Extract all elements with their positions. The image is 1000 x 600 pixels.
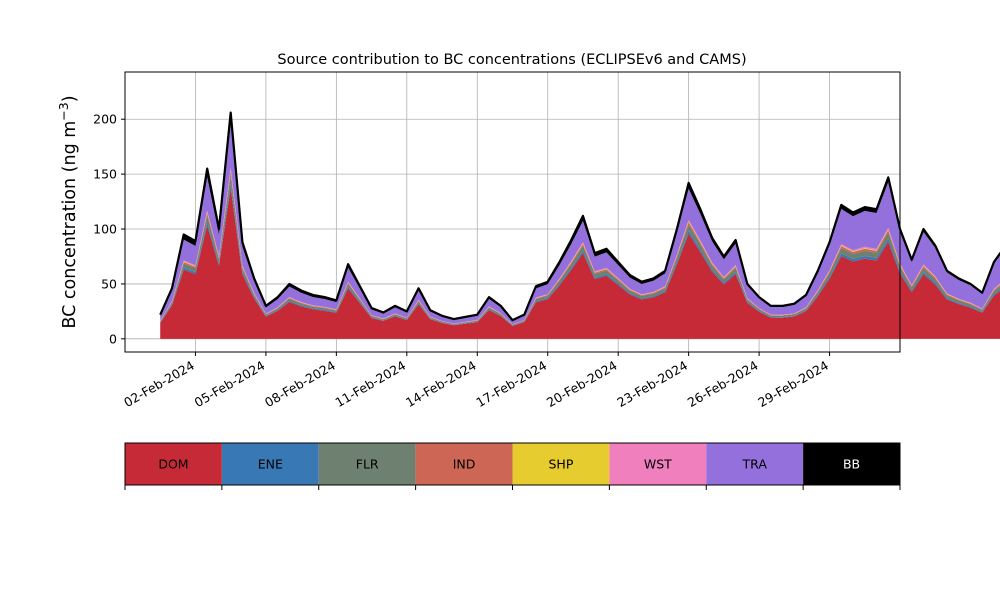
series-area-dom [160, 188, 1000, 339]
y-tick-label-2: 100 [93, 222, 117, 237]
y-tick-label-4: 200 [93, 112, 117, 127]
y-axis-label-close: ) [60, 95, 80, 102]
legend-swatch-dom [125, 443, 222, 485]
y-axis-label-main: BC concentration (ng m [60, 121, 80, 329]
plot-area: 0 50 100 150 200 02-Feb-202405-Feb-202408-Feb… [93, 71, 1000, 410]
x-tick-label-1: 05-Feb-2024 [192, 358, 268, 410]
legend-label-flr: FLR [356, 457, 379, 472]
x-tick-label-8: 26-Feb-2024 [685, 358, 761, 410]
legend-swatch-bb [803, 443, 900, 485]
x-tick-label-3: 11-Feb-2024 [333, 358, 409, 410]
legend-colorbar: DOM ENE FLR IND SHP WST TRA BB [124, 442, 901, 490]
total-line [159, 111, 1000, 322]
legend-label-ind: IND [453, 457, 476, 472]
y-tick-label-3: 150 [93, 167, 117, 182]
legend-label-bb: BB [843, 457, 860, 472]
legend-label-shp: SHP [549, 457, 574, 472]
x-tick-label-9: 29-Feb-2024 [755, 358, 831, 410]
legend-swatch-shp [512, 443, 610, 485]
axes-frame [124, 71, 901, 353]
legend-label-dom: DOM [158, 457, 188, 472]
y-axis-label: BC concentration (ng m−3) [56, 95, 80, 328]
legend-swatch-flr [318, 443, 416, 485]
x-tick-label-6: 20-Feb-2024 [544, 358, 620, 410]
legend-swatch-ene [221, 443, 319, 485]
x-tick-label-5: 17-Feb-2024 [473, 358, 549, 410]
y-tick-label-0: 0 [109, 331, 117, 346]
legend-swatch-ind [415, 443, 513, 485]
x-tick-label-2: 08-Feb-2024 [262, 358, 338, 410]
legend-label-ene: ENE [258, 457, 283, 472]
legend-swatch-wst [609, 443, 707, 485]
x-tick-label-7: 23-Feb-2024 [614, 358, 690, 410]
legend-label-tra: TRA [742, 457, 768, 472]
legend-label-wst: WST [644, 457, 672, 472]
x-tick-label-4: 14-Feb-2024 [403, 358, 479, 410]
chart-title: Source contribution to BC concentrations… [277, 52, 746, 68]
legend-swatch-tra [706, 443, 804, 485]
x-tick-label-0: 02-Feb-2024 [121, 358, 197, 410]
y-axis-label-sup: −3 [56, 102, 71, 120]
y-tick-label-1: 50 [101, 276, 117, 291]
